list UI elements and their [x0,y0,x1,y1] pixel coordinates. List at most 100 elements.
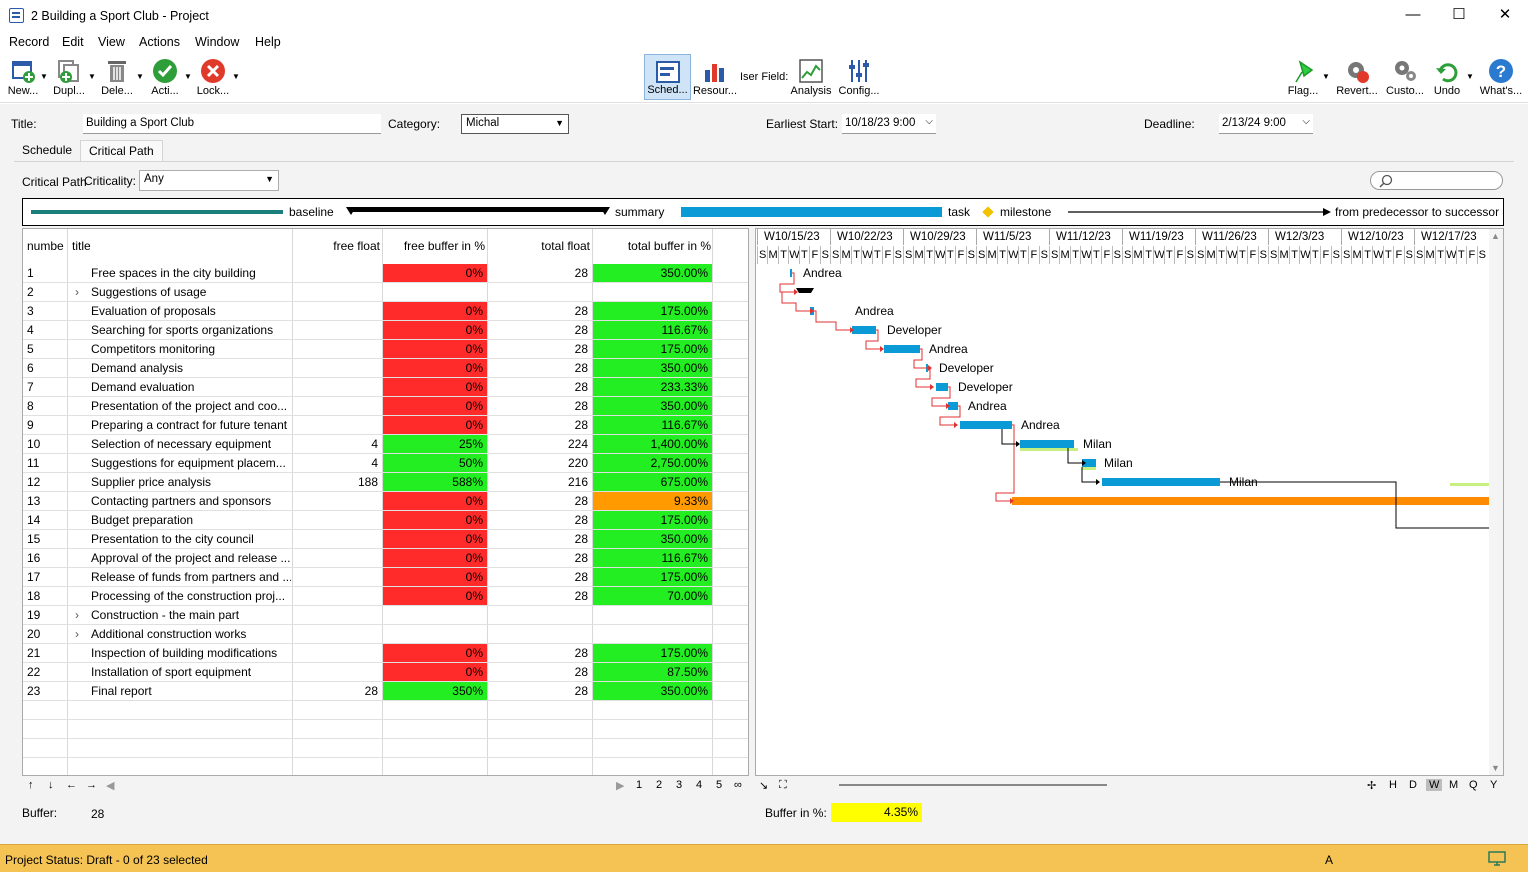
table-row[interactable]: 19 › Construction - the main part [23,606,748,625]
analysis-button[interactable]: Analysis [790,54,832,100]
customize-button[interactable]: Custo... [1384,54,1426,100]
table-row[interactable]: 12 Supplier price analysis 188 588% 216 675.0… [23,473,748,492]
table-row[interactable]: 13 Contacting partners and sponsors 0% 28 9.… [23,492,748,511]
scale-months[interactable]: M [1449,779,1459,791]
table-row[interactable]: 22 Installation of sport equipment 0% 28 87.… [23,663,748,682]
table-row[interactable]: 8 Presentation of the project and coo... 0… [23,397,748,416]
menu-view[interactable]: View [98,35,125,49]
arrow-up-icon[interactable]: ↑ [28,779,34,791]
flag-dropdown-icon[interactable]: ▼ [1322,72,1330,81]
table-row[interactable]: 1 Free spaces in the city building 0% 28 350… [23,264,748,283]
table-row[interactable]: 2 › Suggestions of usage [23,283,748,302]
table-row[interactable]: 10 Selection of necessary equipment 4 25% 22… [23,435,748,454]
table-row[interactable]: 15 Presentation to the city council 0% 28 35… [23,530,748,549]
menu-help[interactable]: Help [255,35,281,49]
resources-button[interactable]: Resour... [692,54,738,100]
delete-dropdown-icon[interactable]: ▼ [136,72,144,81]
delete-button[interactable]: Dele... [98,54,136,100]
table-row[interactable]: 4 Searching for sports organizations 0% 28 1… [23,321,748,340]
search-input[interactable] [1370,171,1503,190]
whats-this-button[interactable]: ? What's... [1478,54,1524,100]
col-header-number[interactable]: numbe [27,239,64,253]
revert-button[interactable]: Revert... [1334,54,1380,100]
table-row[interactable]: 21 Inspection of building modifications 0%… [23,644,748,663]
user-field-button[interactable]: Iser Field: [740,54,788,100]
collapse-icon[interactable]: ↘ [759,780,769,792]
table-row[interactable]: 9 Preparing a contract for future tenant 0… [23,416,748,435]
close-button[interactable]: ✕ [1498,6,1512,23]
vertical-scrollbar[interactable]: ▲ ▼ [1489,229,1503,775]
page-5[interactable]: 5 [716,779,723,791]
new-dropdown-icon[interactable]: ▼ [40,72,48,81]
col-header-total-buffer[interactable]: total buffer in % [627,239,711,253]
table-row[interactable]: 18 Processing of the construction proj...… [23,587,748,606]
menu-edit[interactable]: Edit [62,35,84,49]
page-4[interactable]: 4 [696,779,703,791]
category-select[interactable]: Michal ▼ [461,114,569,134]
config-button[interactable]: Config... [836,54,882,100]
activate-button[interactable]: Acti... [146,54,184,100]
maximize-button[interactable]: ☐ [1452,6,1466,23]
table-row[interactable]: 17 Release of funds from partners and ...… [23,568,748,587]
activate-dropdown-icon[interactable]: ▼ [184,72,192,81]
monitor-icon[interactable] [1488,851,1506,867]
col-header-free-buffer[interactable]: free buffer in % [403,239,485,253]
arrow-down-icon[interactable]: ↓ [48,779,54,791]
horizontal-scrollbar[interactable] [839,784,1107,786]
table-row[interactable]: 3 Evaluation of proposals 0% 28 175.00% [23,302,748,321]
duplicate-dropdown-icon[interactable]: ▼ [88,72,96,81]
expand-chevron-icon[interactable]: › [75,285,79,299]
menu-record[interactable]: Record [9,35,50,49]
arrow-right-icon[interactable]: → [86,779,97,791]
duplicate-button[interactable]: Dupl... [50,54,88,100]
new-button[interactable]: New... [3,54,43,100]
page-3[interactable]: 3 [676,779,683,791]
col-header-total-float[interactable]: total float [541,239,590,253]
undo-button[interactable]: Undo [1430,54,1464,100]
table-row[interactable]: 23 Final report 28 350% 28 350.00% [23,682,748,701]
expand-chevron-icon[interactable]: › [75,608,79,622]
zoom-tools-icon[interactable]: ✢ [1367,780,1377,792]
tab-schedule[interactable]: Schedule [22,143,73,157]
col-header-free-float[interactable]: free float [333,239,380,253]
table-row[interactable]: 6 Demand analysis 0% 28 350.00% [23,359,748,378]
page-1[interactable]: 1 [636,779,643,791]
scale-quarters[interactable]: Q [1469,779,1478,791]
day-header: T [798,246,809,264]
fit-icon[interactable]: ⛶ [779,779,787,791]
earliest-start-input[interactable]: 10/18/23 9:00 ⌵ [842,114,936,134]
criticality-select[interactable]: Any ▼ [139,170,279,191]
menu-actions[interactable]: Actions [139,35,180,49]
tab-critical-path[interactable]: Critical Path [80,140,163,161]
page-all[interactable]: ∞ [734,779,742,791]
deadline-input[interactable]: 2/13/24 9:00 ⌵ [1219,114,1313,134]
page-2[interactable]: 2 [656,779,663,791]
table-row[interactable]: 7 Demand evaluation 0% 28 233.33% [23,378,748,397]
lock-dropdown-icon[interactable]: ▼ [232,72,240,81]
scale-hours[interactable]: H [1389,779,1397,791]
expand-chevron-icon[interactable]: › [75,627,79,641]
schedule-button[interactable]: Sched... [644,54,691,100]
table-row-empty[interactable] [23,701,748,720]
table-row[interactable]: 20 › Additional construction works [23,625,748,644]
title-input[interactable]: Building a Sport Club [83,114,381,134]
menu-window[interactable]: Window [195,35,240,49]
flag-button[interactable]: Flag... [1284,54,1322,100]
table-row[interactable]: 16 Approval of the project and release ..… [23,549,748,568]
table-row[interactable]: 14 Budget preparation 0% 28 175.00% [23,511,748,530]
minimize-button[interactable]: — [1405,6,1421,23]
table-row-empty[interactable] [23,739,748,758]
scroll-right-icon[interactable]: ▶ [616,780,625,792]
gantt-chart[interactable]: W10/15/23 S M T W T F S W10/22/23 S M T W T F S W10/29/2… [755,228,1504,776]
lock-button[interactable]: Lock... [194,54,232,100]
scale-days[interactable]: D [1409,779,1417,791]
undo-dropdown-icon[interactable]: ▼ [1466,72,1474,81]
table-row-empty[interactable] [23,720,748,739]
scroll-left-icon[interactable]: ◀ [106,780,115,792]
scale-years[interactable]: Y [1490,779,1498,791]
col-header-title[interactable]: title [72,239,91,253]
arrow-left-icon[interactable]: ← [66,779,77,791]
table-row[interactable]: 5 Competitors monitoring 0% 28 175.00% [23,340,748,359]
table-row[interactable]: 11 Suggestions for equipment placem... 4 50… [23,454,748,473]
scale-weeks[interactable]: W [1426,779,1443,791]
